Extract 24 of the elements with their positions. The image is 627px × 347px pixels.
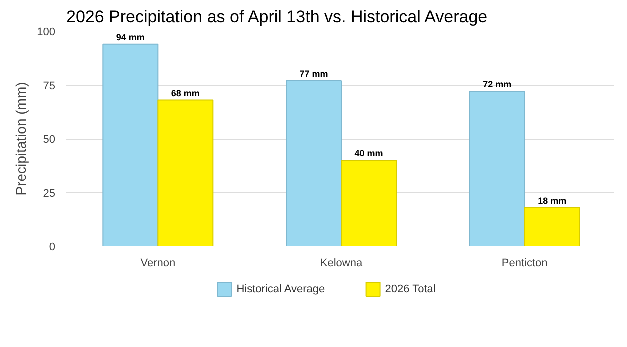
- data-label: 18 mm: [538, 196, 567, 206]
- y-tick-label: 25: [43, 188, 56, 200]
- data-label: 94 mm: [116, 32, 145, 42]
- bar: [341, 160, 397, 246]
- bar: [286, 80, 342, 246]
- x-tick-label: Kelowna: [320, 258, 364, 270]
- x-tick-label: Penticton: [502, 258, 548, 270]
- y-tick-label: 100: [37, 26, 56, 38]
- x-tick-label: Vernon: [140, 258, 176, 270]
- y-tick-label: 75: [43, 80, 56, 92]
- bar: [524, 207, 580, 246]
- bar: [102, 44, 159, 246]
- chart-title: 2026 Precipitation as of April 13th vs. Historical Average: [66, 8, 488, 26]
- legend-label: Historical Average: [236, 284, 326, 296]
- y-tick-label: 50: [43, 134, 56, 146]
- data-label: 40 mm: [354, 148, 384, 158]
- y-axis-title: Precipitation (mm): [13, 82, 30, 196]
- bar: [158, 100, 214, 246]
- legend-label: 2026 Total: [385, 284, 436, 296]
- data-label: 77 mm: [300, 68, 328, 79]
- bar: [469, 91, 526, 246]
- data-label: 68 mm: [171, 88, 200, 98]
- y-tick-label: 0: [49, 242, 56, 254]
- data-label: 72 mm: [483, 80, 512, 90]
